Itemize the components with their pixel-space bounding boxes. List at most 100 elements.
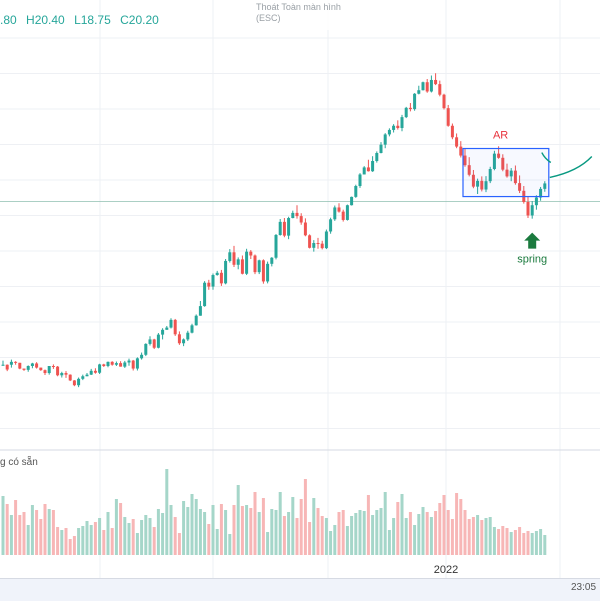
candle[interactable] xyxy=(434,73,438,86)
candle[interactable] xyxy=(392,124,396,133)
candle[interactable] xyxy=(408,103,412,112)
candle[interactable] xyxy=(467,157,471,177)
candle[interactable] xyxy=(102,363,106,367)
candle[interactable] xyxy=(165,325,169,330)
candle[interactable] xyxy=(282,218,286,238)
candle[interactable] xyxy=(375,151,379,163)
candle[interactable] xyxy=(371,156,375,172)
candle[interactable] xyxy=(429,75,433,93)
candle[interactable] xyxy=(324,229,328,250)
candle[interactable] xyxy=(366,159,370,172)
up-arrow-icon[interactable] xyxy=(524,232,541,249)
candle[interactable] xyxy=(215,270,219,276)
candle[interactable] xyxy=(186,330,190,342)
candle[interactable] xyxy=(224,259,228,285)
time-axis-footer[interactable] xyxy=(0,578,600,601)
candle[interactable] xyxy=(1,360,5,366)
candle[interactable] xyxy=(274,234,278,260)
candle[interactable] xyxy=(543,181,547,192)
candle[interactable] xyxy=(140,352,144,360)
fullscreen-hint[interactable]: Thoát Toàn màn hình (ESC) xyxy=(250,0,410,30)
candle[interactable] xyxy=(119,361,123,367)
candle[interactable] xyxy=(64,371,68,378)
candle[interactable] xyxy=(106,361,110,368)
candle[interactable] xyxy=(245,248,249,276)
candle[interactable] xyxy=(77,377,81,388)
candle[interactable] xyxy=(480,176,484,192)
candle[interactable] xyxy=(60,371,64,378)
candle[interactable] xyxy=(404,106,408,119)
candle[interactable] xyxy=(299,213,303,225)
candle[interactable] xyxy=(114,361,118,367)
candle[interactable] xyxy=(291,210,295,219)
candle[interactable] xyxy=(526,196,530,219)
candle[interactable] xyxy=(488,166,492,184)
candle[interactable] xyxy=(396,120,400,130)
candle[interactable] xyxy=(22,368,26,371)
candle[interactable] xyxy=(182,338,186,347)
candle[interactable] xyxy=(442,93,446,110)
candle[interactable] xyxy=(5,364,9,372)
candle[interactable] xyxy=(413,93,417,111)
candle[interactable] xyxy=(249,250,253,260)
candle[interactable] xyxy=(190,323,194,334)
candle[interactable] xyxy=(425,79,429,93)
candle[interactable] xyxy=(51,364,55,369)
candle[interactable] xyxy=(345,204,349,221)
candle[interactable] xyxy=(161,328,165,340)
candle[interactable] xyxy=(156,333,160,349)
candle[interactable] xyxy=(471,169,475,189)
candle[interactable] xyxy=(438,80,442,97)
candle[interactable] xyxy=(270,257,274,267)
candle[interactable] xyxy=(316,237,320,249)
candle[interactable] xyxy=(253,254,257,275)
candle[interactable] xyxy=(513,165,517,185)
candle[interactable] xyxy=(459,141,463,158)
candle[interactable] xyxy=(484,176,488,193)
candle[interactable] xyxy=(450,123,454,140)
candle[interactable] xyxy=(219,269,223,286)
candle[interactable] xyxy=(421,81,425,91)
candle[interactable] xyxy=(492,150,496,171)
candle[interactable] xyxy=(463,148,467,167)
candle[interactable] xyxy=(72,380,76,387)
candle[interactable] xyxy=(18,362,22,370)
candle[interactable] xyxy=(30,362,34,369)
candle[interactable] xyxy=(14,361,18,365)
candle[interactable] xyxy=(144,343,148,357)
spring-label[interactable]: spring xyxy=(517,254,547,266)
candle[interactable] xyxy=(47,366,51,375)
candle[interactable] xyxy=(9,359,13,368)
candle[interactable] xyxy=(228,249,232,263)
candle[interactable] xyxy=(135,357,139,371)
candle[interactable] xyxy=(203,281,207,307)
candle[interactable] xyxy=(261,259,265,284)
candle[interactable] xyxy=(383,133,387,149)
candle[interactable] xyxy=(505,163,509,178)
candle[interactable] xyxy=(110,361,114,366)
ar-label[interactable]: AR xyxy=(493,129,508,141)
candle[interactable] xyxy=(534,195,538,210)
candle[interactable] xyxy=(152,338,156,350)
candle[interactable] xyxy=(169,318,173,329)
candle[interactable] xyxy=(211,273,215,290)
candle[interactable] xyxy=(85,373,89,377)
candle[interactable] xyxy=(127,358,131,366)
candle[interactable] xyxy=(266,261,270,284)
candle[interactable] xyxy=(476,178,480,194)
candle[interactable] xyxy=(123,360,127,368)
candle[interactable] xyxy=(354,184,358,198)
candle[interactable] xyxy=(312,240,316,252)
candle[interactable] xyxy=(89,368,93,375)
candle[interactable] xyxy=(232,245,236,268)
candle[interactable] xyxy=(329,217,333,234)
candle[interactable] xyxy=(43,369,47,375)
candle[interactable] xyxy=(333,205,337,221)
candle[interactable] xyxy=(417,85,421,95)
candle[interactable] xyxy=(455,133,459,149)
candle[interactable] xyxy=(379,142,383,154)
candle[interactable] xyxy=(240,255,244,275)
candle[interactable] xyxy=(198,300,202,316)
